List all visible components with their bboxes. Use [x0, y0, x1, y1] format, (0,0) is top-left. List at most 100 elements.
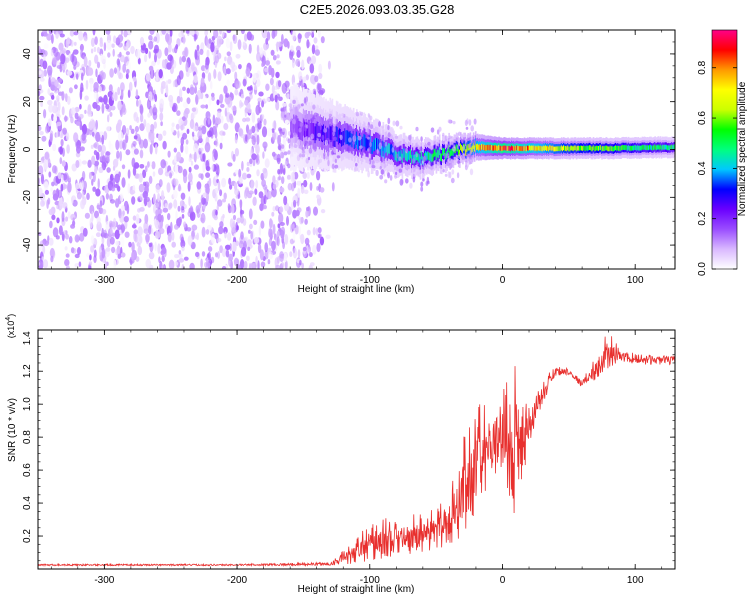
heatmap-cell [627, 145, 630, 150]
heatmap-cell [215, 209, 218, 216]
heatmap-cell [155, 209, 160, 215]
heatmap-cell [180, 192, 186, 200]
heatmap-cell [91, 155, 96, 165]
heatmap-cell [374, 139, 376, 152]
heatmap-cell [126, 68, 130, 75]
heatmap-cell [392, 142, 396, 148]
heatmap-cell [181, 116, 186, 122]
heatmap-cell [65, 57, 70, 63]
heatmap-cell [105, 192, 109, 200]
heatmap-cell [284, 119, 289, 125]
heatmap-cell [292, 59, 295, 69]
heatmap-cell [509, 146, 512, 152]
heatmap-cell [188, 196, 191, 207]
heatmap-cell [297, 32, 302, 44]
heatmap-cell [229, 218, 234, 229]
heatmap-cell [59, 157, 63, 165]
heatmap-cell [248, 262, 252, 269]
heatmap-cell [90, 245, 95, 253]
heatmap-cell [172, 190, 178, 199]
heatmap-cell [550, 145, 552, 151]
heatmap-cell [240, 231, 244, 240]
heatmap-cell [229, 113, 233, 121]
heatmap-cell [503, 145, 506, 151]
heatmap-cell [99, 200, 103, 208]
heatmap-cell [622, 145, 625, 150]
heatmap-cell [221, 248, 227, 257]
heatmap-cell [325, 125, 327, 142]
heatmap-cell [271, 151, 276, 157]
heatmap-cell [617, 145, 619, 151]
heatmap-cell [148, 225, 152, 235]
heatmap-cell [117, 42, 123, 48]
heatmap-cell [189, 86, 195, 96]
heatmap-cell [406, 152, 409, 162]
heatmap-cell [179, 200, 183, 206]
heatmap-cell [228, 256, 232, 267]
heatmap-cell [219, 189, 223, 197]
heatmap-cell [234, 147, 239, 157]
heatmap-cell [71, 55, 78, 67]
heatmap-cell [199, 48, 204, 56]
heatmap-cell [160, 159, 166, 169]
heatmap-cell [154, 219, 160, 227]
heatmap-cell [204, 60, 209, 70]
heatmap-cell [56, 204, 60, 210]
heatmap-cell [43, 109, 47, 119]
heatmap-cell [355, 111, 360, 117]
heatmap-cell [632, 145, 634, 151]
heatmap-cell [385, 141, 388, 153]
heatmap-cell [95, 131, 101, 143]
heatmap-cell [50, 49, 54, 57]
heatmap-cell [619, 146, 621, 151]
heatmap-cell [161, 81, 167, 89]
heatmap-cell [175, 123, 180, 130]
heatmap-cell [64, 115, 68, 123]
heatmap-cell [127, 89, 131, 98]
heatmap-cell [565, 146, 567, 151]
heatmap-cell [546, 146, 548, 151]
heatmap-cell [283, 252, 288, 263]
heatmap-cell [473, 145, 476, 152]
heatmap-cell [314, 45, 319, 50]
heatmap-cell [143, 138, 148, 149]
heatmap-cell [302, 76, 307, 82]
heatmap-cell [306, 206, 310, 212]
heatmap-cell [79, 120, 83, 131]
heatmap-cell [182, 168, 188, 177]
heatmap-cell [98, 85, 102, 93]
heatmap-cell [151, 60, 156, 67]
heatmap-cell [442, 132, 445, 137]
heatmap-cell [148, 34, 153, 41]
heatmap-cell [291, 124, 294, 131]
heatmap-cell [539, 145, 542, 151]
heatmap-cell [101, 55, 106, 64]
heatmap-cell [65, 265, 70, 269]
heatmap-cell [103, 130, 108, 141]
heatmap-cell [292, 132, 297, 138]
heatmap-cell [239, 259, 245, 269]
heatmap-cell [242, 72, 247, 77]
heatmap-cell [44, 152, 50, 160]
heatmap-cell [292, 230, 296, 241]
heatmap-cell [318, 63, 323, 74]
heatmap-cell [47, 158, 51, 167]
heatmap-cell [188, 166, 192, 173]
heatmap-cell [514, 146, 516, 152]
heatmap-cell [223, 66, 227, 75]
heatmap-cell [242, 41, 246, 46]
heatmap-cell [555, 146, 558, 152]
heatmap-cell [661, 144, 664, 150]
heatmap-cell [296, 104, 301, 110]
heatmap-cell [150, 68, 154, 80]
x-tick-label: -200 [227, 575, 247, 586]
heatmap-cell [81, 197, 87, 206]
heatmap-cell [594, 146, 597, 151]
heatmap-cell [300, 122, 303, 141]
heatmap-cell [306, 39, 310, 49]
heatmap-cell [325, 234, 331, 239]
heatmap-cell [220, 134, 224, 142]
heatmap-cell [60, 53, 66, 65]
heatmap-cell [296, 49, 301, 58]
heatmap-cell [288, 103, 292, 108]
